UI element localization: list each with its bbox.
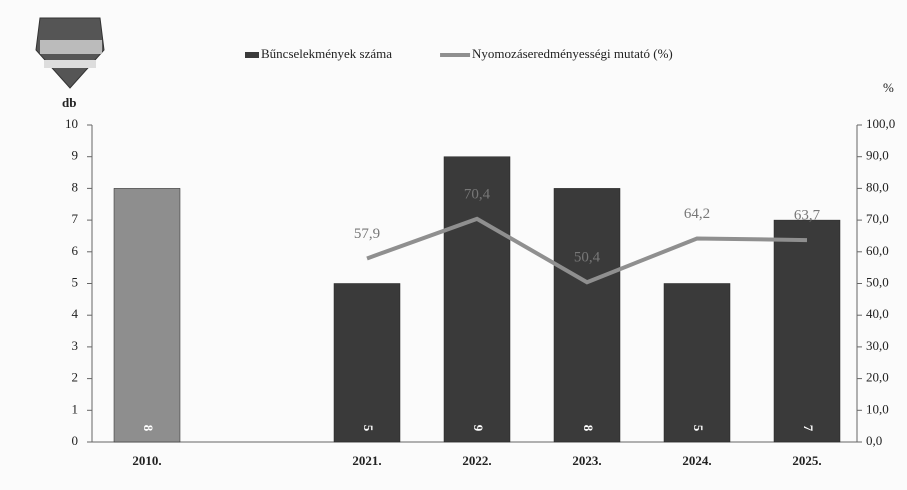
bar bbox=[773, 219, 841, 443]
bar-value-label: 8 bbox=[141, 425, 156, 432]
y-tick-label: 5 bbox=[72, 274, 79, 289]
y2-axis-label: % bbox=[883, 80, 894, 95]
y-tick-label: 2 bbox=[72, 370, 79, 385]
line-value-label: 50,4 bbox=[574, 250, 601, 266]
legend-swatch bbox=[245, 52, 259, 58]
bar-value-label: 9 bbox=[471, 425, 486, 432]
y-tick-label: 6 bbox=[72, 243, 79, 258]
bar-value-label: 5 bbox=[361, 425, 376, 432]
x-tick-label: 2010. bbox=[132, 453, 161, 468]
bar-value-label: 7 bbox=[801, 425, 816, 432]
bar bbox=[113, 188, 181, 443]
bar bbox=[553, 188, 621, 443]
legend-label: Bűncselekmények száma bbox=[261, 46, 392, 61]
bar bbox=[333, 283, 401, 443]
line-value-label: 57,9 bbox=[354, 226, 380, 242]
y-tick-label: 10 bbox=[65, 116, 78, 131]
x-tick-label: 2025. bbox=[792, 453, 821, 468]
y2-tick-label: 10,0 bbox=[866, 401, 889, 416]
y-tick-label: 9 bbox=[72, 148, 79, 163]
x-tick-label: 2021. bbox=[352, 453, 381, 468]
logo bbox=[35, 17, 105, 89]
x-tick-label: 2023. bbox=[572, 453, 601, 468]
y2-tick-label: 50,0 bbox=[866, 274, 889, 289]
y2-tick-label: 40,0 bbox=[866, 306, 889, 321]
y-axis-label: db bbox=[62, 95, 76, 110]
y2-tick-label: 70,0 bbox=[866, 211, 889, 226]
line bbox=[366, 216, 808, 285]
y2-tick-label: 20,0 bbox=[866, 370, 889, 385]
line-value-label: 63,7 bbox=[794, 208, 821, 224]
y2-tick-label: 80,0 bbox=[866, 179, 889, 194]
y2-tick-label: 60,0 bbox=[866, 243, 889, 258]
y-tick-label: 8 bbox=[72, 179, 79, 194]
bar bbox=[443, 156, 511, 443]
bar bbox=[663, 283, 731, 443]
y-tick-label: 7 bbox=[72, 211, 79, 226]
y-tick-label: 0 bbox=[72, 433, 79, 448]
y2-tick-label: 100,0 bbox=[866, 116, 895, 131]
y-tick-label: 3 bbox=[72, 338, 79, 353]
x-tick-label: 2024. bbox=[682, 453, 711, 468]
x-tick-label: 2022. bbox=[462, 453, 491, 468]
y2-tick-label: 90,0 bbox=[866, 148, 889, 163]
bar-value-label: 5 bbox=[691, 425, 706, 432]
y-tick-label: 1 bbox=[72, 401, 79, 416]
y2-tick-label: 30,0 bbox=[866, 338, 889, 353]
legend-label: Nyomozáseredményességi mutató (%) bbox=[472, 46, 673, 61]
bar-value-label: 8 bbox=[581, 425, 596, 432]
line-value-label: 64,2 bbox=[684, 206, 710, 222]
y-tick-label: 4 bbox=[72, 306, 79, 321]
line-value-label: 70,4 bbox=[464, 186, 491, 202]
y2-tick-label: 0,0 bbox=[866, 433, 882, 448]
